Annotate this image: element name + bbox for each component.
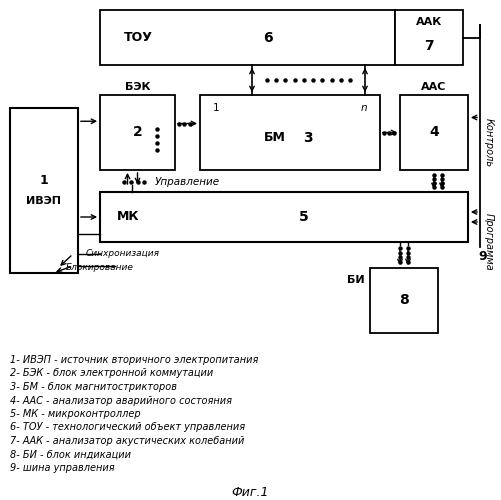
Text: 1- ИВЭП - источник вторичного электропитания: 1- ИВЭП - источник вторичного электропит… xyxy=(10,355,259,365)
Text: 9- шина управления: 9- шина управления xyxy=(10,463,115,473)
Text: 4: 4 xyxy=(429,126,439,140)
Bar xyxy=(10,108,78,273)
Text: БМ: БМ xyxy=(264,131,286,144)
Text: 2: 2 xyxy=(133,126,142,140)
Text: БЭК: БЭК xyxy=(125,82,150,92)
Text: Фиг.1: Фиг.1 xyxy=(231,486,269,500)
Text: Программа: Программа xyxy=(484,213,494,271)
Text: 1: 1 xyxy=(213,103,219,113)
Text: 4- ААС - анализатор аварийного состояния: 4- ААС - анализатор аварийного состояния xyxy=(10,396,232,406)
Text: ТОУ: ТОУ xyxy=(124,31,152,44)
Text: 6: 6 xyxy=(263,30,273,44)
Bar xyxy=(370,268,438,333)
Bar xyxy=(100,95,175,170)
Bar xyxy=(395,10,463,65)
Text: 8: 8 xyxy=(399,294,409,308)
Text: 2- БЭК - блок электронной коммутации: 2- БЭК - блок электронной коммутации xyxy=(10,368,213,378)
Text: 8- БИ - блок индикации: 8- БИ - блок индикации xyxy=(10,450,131,460)
Text: 3- БМ - блок магнитострикторов: 3- БМ - блок магнитострикторов xyxy=(10,382,177,392)
Text: 9: 9 xyxy=(478,250,487,264)
Text: Управление: Управление xyxy=(154,177,219,187)
Text: 7- ААК - анализатор акустических колебаний: 7- ААК - анализатор акустических колебан… xyxy=(10,436,244,446)
Text: Синхронизация: Синхронизация xyxy=(86,250,160,258)
Bar xyxy=(100,10,395,65)
Text: 5- МК - микроконтроллер: 5- МК - микроконтроллер xyxy=(10,409,141,419)
Bar xyxy=(400,95,468,170)
Text: 5: 5 xyxy=(299,210,309,224)
Text: Блокирование: Блокирование xyxy=(66,264,134,272)
Text: ААК: ААК xyxy=(416,17,442,27)
Bar xyxy=(200,95,380,170)
Text: n: n xyxy=(361,103,367,113)
Text: Контроль: Контроль xyxy=(484,118,494,167)
Text: 7: 7 xyxy=(424,38,434,52)
Text: ИВЭП: ИВЭП xyxy=(27,196,62,205)
Text: 6- ТОУ - технологический объект управления: 6- ТОУ - технологический объект управлен… xyxy=(10,422,245,432)
Text: БИ: БИ xyxy=(347,275,365,285)
Text: 1: 1 xyxy=(40,174,49,187)
Text: 3: 3 xyxy=(303,130,313,144)
Text: ААС: ААС xyxy=(421,82,447,92)
Text: МК: МК xyxy=(117,210,139,224)
Bar xyxy=(100,192,468,242)
